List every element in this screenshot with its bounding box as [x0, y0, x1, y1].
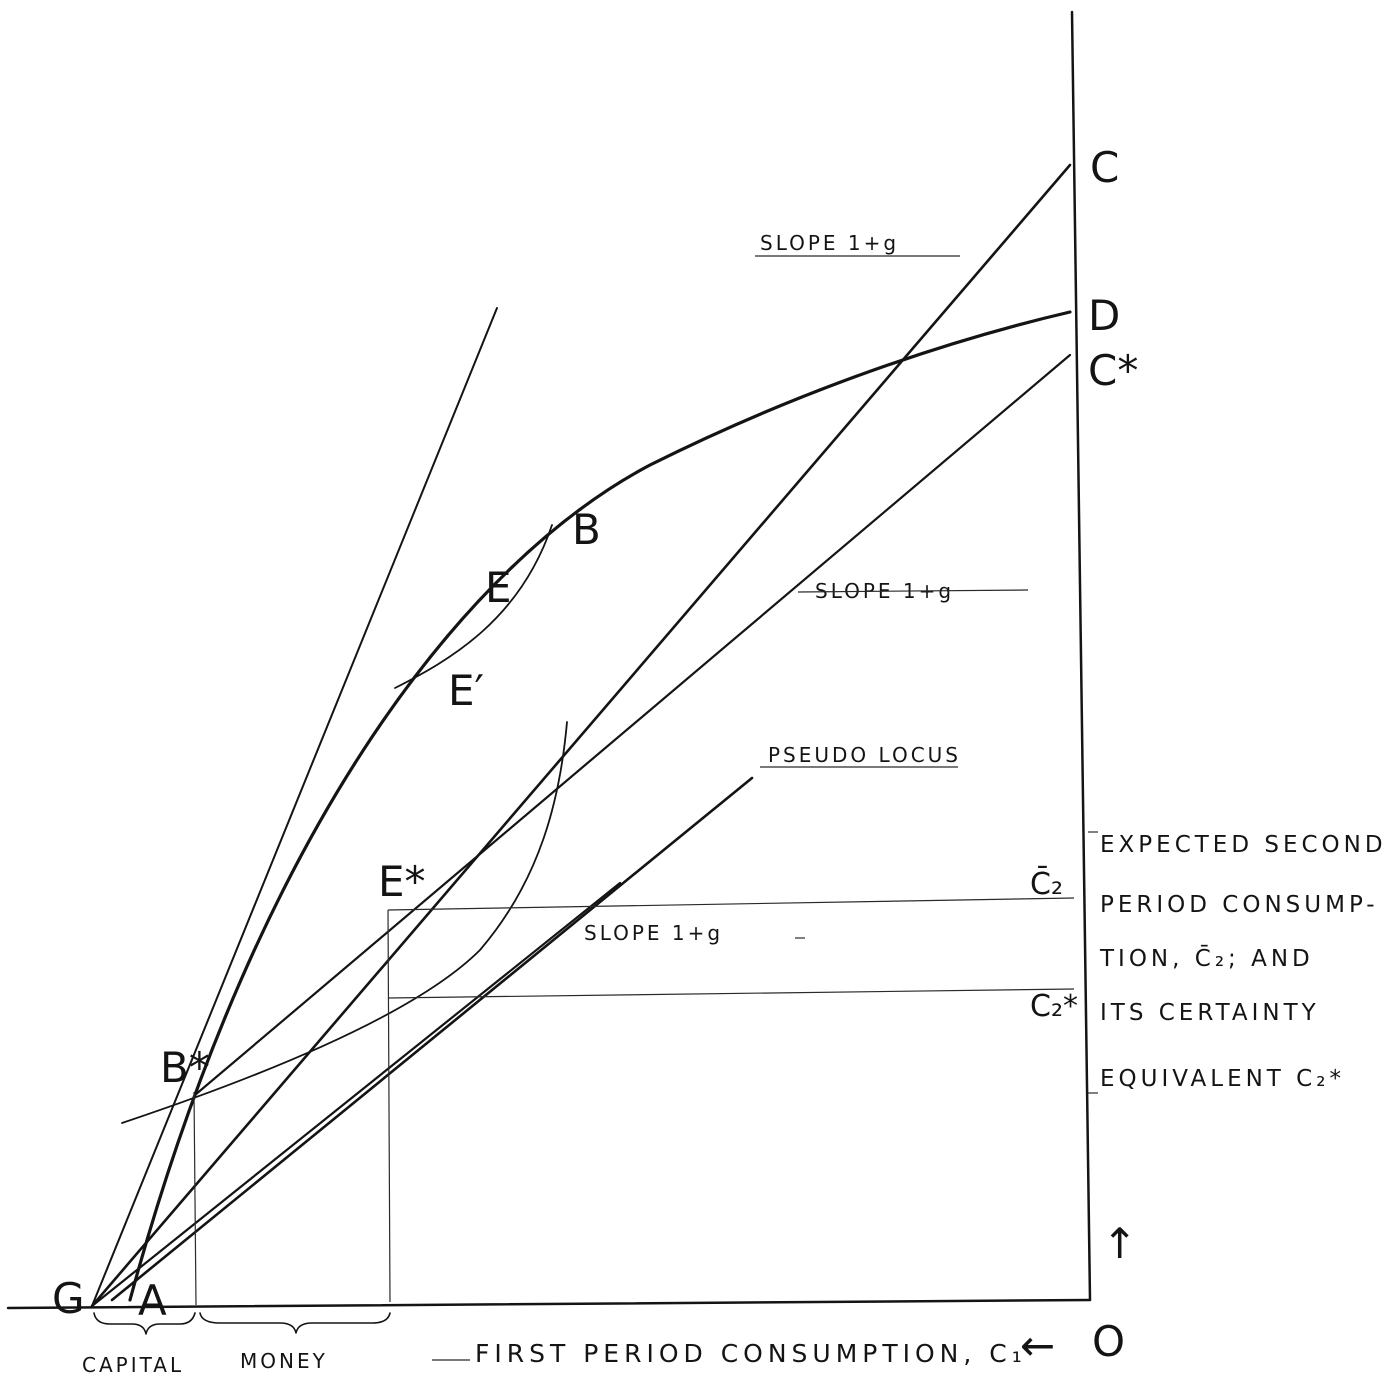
- y-axis-arrow: ↑: [1102, 1219, 1137, 1268]
- tangent-line-c: [90, 163, 1072, 1308]
- side-note-line-5: EQUIVALENT C₂*: [1100, 1066, 1345, 1092]
- guide-estar-vertical: [387, 909, 391, 1303]
- label-g: G: [52, 1274, 85, 1323]
- label-c2-bar: C̄₂: [1030, 866, 1063, 902]
- x-axis: [6, 1298, 1092, 1310]
- label-b: B: [572, 505, 601, 554]
- x-axis-arrow: ←: [1020, 1321, 1055, 1370]
- guide-bstar-vertical: [193, 1091, 197, 1306]
- label-e: E: [485, 563, 512, 612]
- label-slope-low: SLOPE 1+g: [584, 921, 723, 945]
- slope-mid-underline: [797, 589, 1029, 593]
- y-axis: [1070, 10, 1092, 1302]
- label-c2-star: C₂*: [1030, 989, 1078, 1024]
- x-axis-label: FIRST PERIOD CONSUMPTION, C₁: [475, 1339, 1027, 1368]
- capital-brace: [93, 1312, 196, 1335]
- money-brace: [199, 1312, 391, 1334]
- label-e-prime: E′: [448, 666, 484, 715]
- label-o: O: [1092, 1317, 1125, 1366]
- label-a: A: [138, 1276, 167, 1325]
- label-c-star: C*: [1088, 346, 1138, 395]
- line-bstar-cstar: [193, 353, 1072, 1097]
- indifference-curve-e: [394, 524, 553, 689]
- side-note-line-2: PERIOD CONSUMP-: [1100, 892, 1379, 918]
- guide-c2bar-horizontal: [387, 897, 1075, 911]
- label-c: C: [1090, 143, 1119, 192]
- label-b-star: B*: [160, 1043, 210, 1092]
- label-money: MONEY: [240, 1349, 328, 1373]
- pseudo-locus-line: [110, 776, 754, 1302]
- side-note-line-3: TION, C̄₂; AND: [1099, 944, 1314, 972]
- label-pseudo-locus: PSEUDO LOCUS: [768, 743, 961, 767]
- indifference-curve-low: [121, 721, 568, 1124]
- side-note-line-1: EXPECTED SECOND: [1100, 832, 1387, 858]
- frontier-curve: [128, 310, 1072, 1302]
- guide-c2star-horizontal: [387, 988, 1075, 999]
- label-capital: CAPITAL: [82, 1353, 184, 1377]
- label-slope-top: SLOPE 1+g: [760, 231, 899, 255]
- label-e-star: E*: [378, 857, 426, 906]
- steep-ray: [91, 307, 498, 1307]
- label-d: D: [1088, 291, 1120, 340]
- side-note-line-4: ITS CERTAINTY: [1100, 1000, 1320, 1026]
- line-through-estar: [90, 881, 622, 1308]
